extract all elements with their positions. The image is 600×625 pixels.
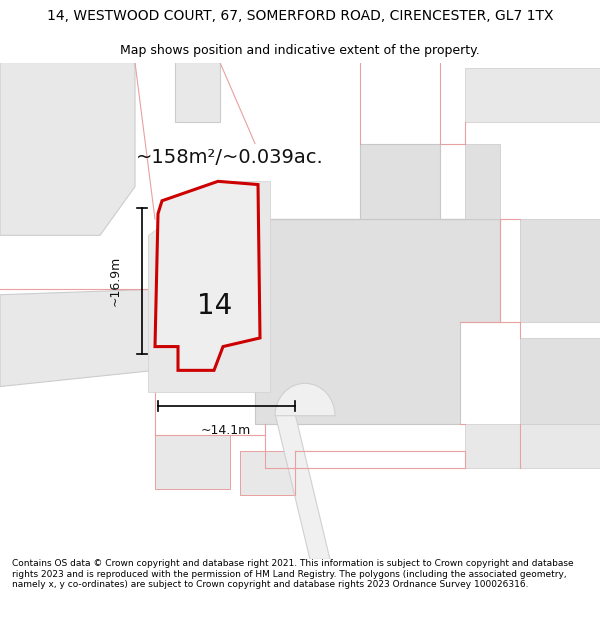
Polygon shape <box>155 435 230 489</box>
Polygon shape <box>255 144 500 219</box>
Wedge shape <box>275 383 335 416</box>
Polygon shape <box>465 144 500 219</box>
Polygon shape <box>465 68 600 122</box>
Text: ~14.1m: ~14.1m <box>201 424 251 438</box>
Polygon shape <box>175 62 220 122</box>
Polygon shape <box>520 219 600 322</box>
Text: 14: 14 <box>197 291 233 319</box>
Text: ~16.9m: ~16.9m <box>109 256 121 306</box>
Polygon shape <box>0 289 155 386</box>
Polygon shape <box>255 219 500 424</box>
Polygon shape <box>275 414 330 559</box>
Polygon shape <box>0 62 135 236</box>
Polygon shape <box>155 181 260 371</box>
Text: Contains OS data © Crown copyright and database right 2021. This information is : Contains OS data © Crown copyright and d… <box>12 559 574 589</box>
Text: 14, WESTWOOD COURT, 67, SOMERFORD ROAD, CIRENCESTER, GL7 1TX: 14, WESTWOOD COURT, 67, SOMERFORD ROAD, … <box>47 9 553 23</box>
Polygon shape <box>465 424 600 468</box>
Text: ~158m²/~0.039ac.: ~158m²/~0.039ac. <box>136 148 324 167</box>
Polygon shape <box>520 338 600 424</box>
Polygon shape <box>148 181 270 392</box>
Text: Map shows position and indicative extent of the property.: Map shows position and indicative extent… <box>120 44 480 57</box>
Polygon shape <box>240 451 295 494</box>
